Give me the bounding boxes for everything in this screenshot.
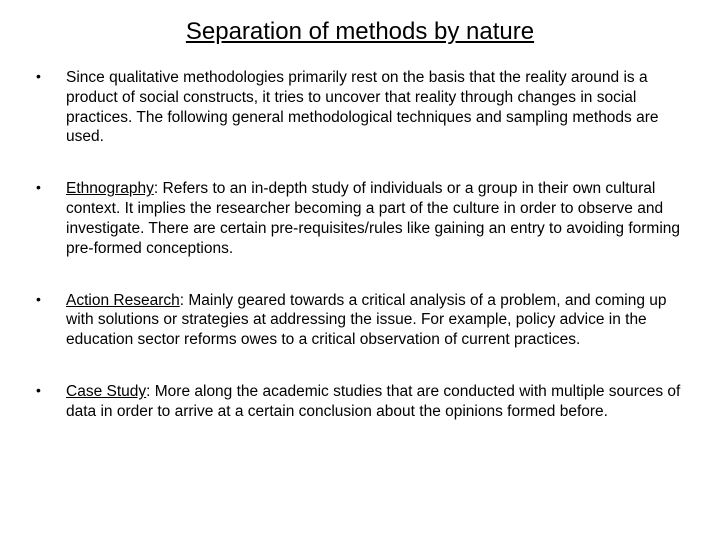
page-title: Separation of methods by nature [36, 18, 684, 46]
bullet-list: Since qualitative methodologies primaril… [36, 68, 684, 422]
item-term: Case Study [66, 383, 146, 400]
item-text: : Refers to an in-depth study of individ… [66, 180, 680, 256]
list-item: Since qualitative methodologies primaril… [36, 68, 684, 147]
item-text: : More along the academic studies that a… [66, 383, 680, 420]
item-term: Ethnography [66, 180, 154, 197]
item-text: Since qualitative methodologies primaril… [66, 69, 659, 145]
list-item: Case Study: More along the academic stud… [36, 382, 684, 422]
list-item: Ethnography: Refers to an in-depth study… [36, 179, 684, 258]
list-item: Action Research: Mainly geared towards a… [36, 291, 684, 350]
item-term: Action Research [66, 292, 180, 309]
